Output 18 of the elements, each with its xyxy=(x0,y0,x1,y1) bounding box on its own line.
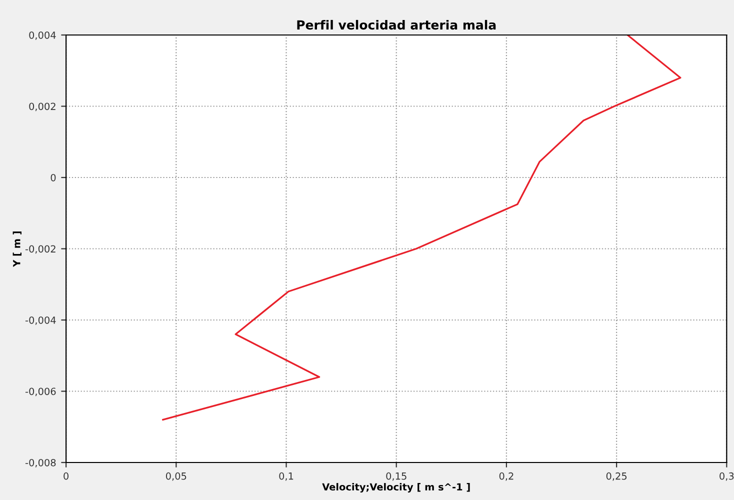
x-tick-label: 0,1 xyxy=(279,472,294,481)
x-tick-label: 0,3 xyxy=(720,472,734,481)
y-tick-label: -0,002 xyxy=(25,245,56,254)
x-tick-label: 0,05 xyxy=(166,472,186,481)
x-tick-label: 0 xyxy=(64,472,69,480)
y-tick-label: -0,008 xyxy=(25,458,56,468)
x-tick-label: 0,2 xyxy=(499,472,514,481)
chart-title: Perfil velocidad arteria mala xyxy=(297,20,496,30)
y-tick-label: 0 xyxy=(50,174,56,182)
x-axis-title: Velocity;Velocity [ m s^-1 ] xyxy=(322,483,470,493)
y-axis-title: Y [ m ] xyxy=(12,231,22,267)
y-tick-label: 0,004 xyxy=(29,31,56,40)
x-tick-label: 0,25 xyxy=(606,472,627,481)
x-tick-label: 0,15 xyxy=(386,472,406,481)
y-tick-label: -0,004 xyxy=(25,316,56,325)
y-tick-label: 0,002 xyxy=(29,102,56,112)
line-series xyxy=(162,35,682,421)
y-tick-label: -0,006 xyxy=(25,388,56,396)
